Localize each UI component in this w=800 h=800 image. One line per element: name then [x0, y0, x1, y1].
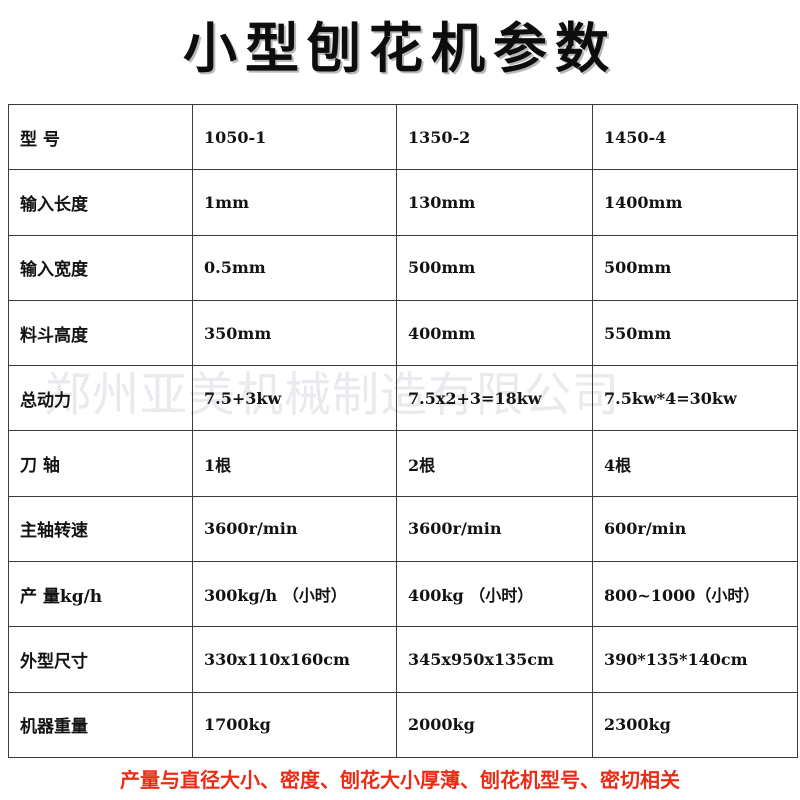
- spec-table-container: 型 号 1050-1 1350-2 1450-4 输入长度 1mm 130mm …: [8, 103, 798, 758]
- table-row: 外型尺寸 330x110x160cm 345x950x135cm 390*135…: [8, 626, 798, 693]
- table-cell: 400kg （小时）: [396, 561, 593, 628]
- table-cell: 1400mm: [592, 169, 798, 236]
- row-label: 总动力: [8, 365, 193, 432]
- table-row: 刀 轴 1根 2根 4根: [8, 430, 798, 497]
- table-cell: 2300kg: [592, 691, 798, 758]
- row-label: 产 量kg/h: [8, 561, 193, 628]
- table-cell: 0.5mm: [192, 234, 397, 301]
- table-cell: 130mm: [396, 169, 593, 236]
- table-cell: 345x950x135cm: [396, 626, 593, 693]
- table-cell: 4根: [592, 430, 798, 497]
- table-row: 输入宽度 0.5mm 500mm 500mm: [8, 234, 798, 301]
- table-cell: 2000kg: [396, 691, 593, 758]
- cell-model-1450: 1450-4: [592, 103, 798, 171]
- table-row: 主轴转速 3600r/min 3600r/min 600r/min: [8, 495, 798, 563]
- table-cell: 300kg/h （小时）: [192, 561, 397, 628]
- row-label: 机器重量: [8, 691, 193, 758]
- table-cell: 1mm: [192, 169, 397, 236]
- table-cell: 2根: [396, 430, 593, 497]
- table-cell: 390*135*140cm: [592, 626, 798, 693]
- footer-note: 产量与直径大小、密度、刨花大小厚薄、刨花机型号、密切相关: [120, 768, 680, 792]
- table-row: 型 号 1050-1 1350-2 1450-4: [8, 103, 798, 171]
- table-cell: 3600r/min: [192, 495, 397, 563]
- row-label: 型 号: [8, 103, 193, 171]
- table-row: 输入长度 1mm 130mm 1400mm: [8, 169, 798, 236]
- page-title: 小型刨花机参数: [183, 16, 617, 80]
- spec-table-body: 型 号 1050-1 1350-2 1450-4 输入长度 1mm 130mm …: [8, 103, 798, 758]
- table-cell: 550mm: [592, 299, 798, 367]
- table-cell: 7.5x2+3=18kw: [396, 365, 593, 432]
- cell-model-1050: 1050-1: [192, 103, 397, 171]
- cell-model-1350: 1350-2: [396, 103, 593, 171]
- row-label: 输入长度: [8, 169, 193, 236]
- table-cell: 350mm: [192, 299, 397, 367]
- table-cell: 7.5kw*4=30kw: [592, 365, 798, 432]
- table-cell: 500mm: [396, 234, 593, 301]
- table-cell: 7.5+3kw: [192, 365, 397, 432]
- table-cell: 1700kg: [192, 691, 397, 758]
- table-cell: 600r/min: [592, 495, 798, 563]
- row-label: 刀 轴: [8, 430, 193, 497]
- table-row: 机器重量 1700kg 2000kg 2300kg: [8, 691, 798, 758]
- table-row: 产 量kg/h 300kg/h （小时） 400kg （小时） 800~1000…: [8, 561, 798, 628]
- row-label: 外型尺寸: [8, 626, 193, 693]
- footer-note-bar: 产量与直径大小、密度、刨花大小厚薄、刨花机型号、密切相关: [0, 760, 800, 800]
- row-label: 料斗高度: [8, 299, 193, 367]
- table-cell: 330x110x160cm: [192, 626, 397, 693]
- row-label: 输入宽度: [8, 234, 193, 301]
- row-label: 主轴转速: [8, 495, 193, 563]
- table-row: 料斗高度 350mm 400mm 550mm: [8, 299, 798, 367]
- table-cell: 800~1000（小时）: [592, 561, 798, 628]
- table-cell: 400mm: [396, 299, 593, 367]
- page-title-bar: 小型刨花机参数: [0, 0, 800, 96]
- table-cell: 3600r/min: [396, 495, 593, 563]
- table-row: 总动力 7.5+3kw 7.5x2+3=18kw 7.5kw*4=30kw: [8, 365, 798, 432]
- table-cell: 1根: [192, 430, 397, 497]
- table-cell: 500mm: [592, 234, 798, 301]
- specification-table: 型 号 1050-1 1350-2 1450-4 输入长度 1mm 130mm …: [8, 103, 798, 758]
